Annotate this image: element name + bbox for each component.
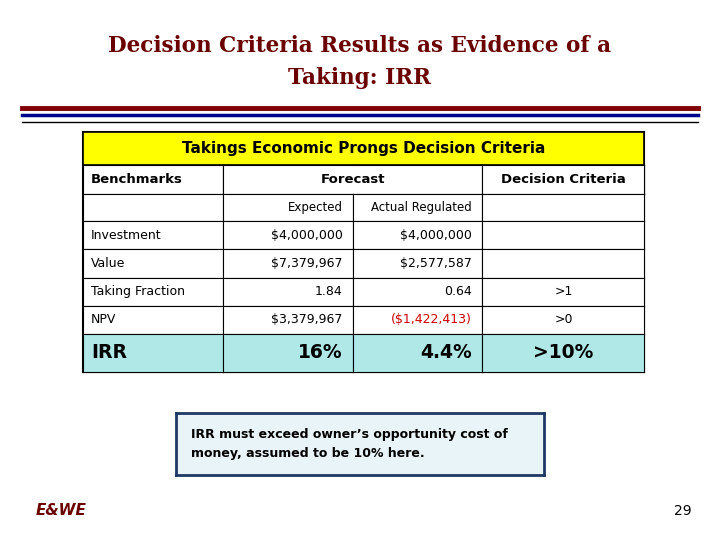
Text: Decision Criteria: Decision Criteria — [501, 173, 626, 186]
Text: >0: >0 — [554, 313, 572, 326]
Text: Benchmarks: Benchmarks — [91, 173, 183, 186]
Text: E&WE: E&WE — [36, 503, 87, 518]
Text: Takings Economic Prongs Decision Criteria: Takings Economic Prongs Decision Criteri… — [182, 141, 545, 156]
Text: 4.4%: 4.4% — [420, 343, 472, 362]
Text: $4,000,000: $4,000,000 — [271, 229, 343, 242]
Text: 0.64: 0.64 — [444, 285, 472, 298]
Text: Value: Value — [91, 257, 125, 270]
Text: IRR: IRR — [91, 343, 127, 362]
Text: Decision Criteria Results as Evidence of a: Decision Criteria Results as Evidence of… — [109, 35, 611, 57]
Text: Expected: Expected — [287, 201, 343, 214]
Text: 1.84: 1.84 — [315, 285, 343, 298]
Text: 29: 29 — [674, 504, 691, 518]
Text: 16%: 16% — [298, 343, 343, 362]
Text: $2,577,587: $2,577,587 — [400, 257, 472, 270]
Text: >1: >1 — [554, 285, 572, 298]
Text: Taking: IRR: Taking: IRR — [289, 68, 431, 89]
Text: $4,000,000: $4,000,000 — [400, 229, 472, 242]
Text: >10%: >10% — [534, 343, 593, 362]
Text: NPV: NPV — [91, 313, 117, 326]
Text: $3,379,967: $3,379,967 — [271, 313, 343, 326]
Text: Taking Fraction: Taking Fraction — [91, 285, 185, 298]
Text: Actual Regulated: Actual Regulated — [372, 201, 472, 214]
Text: Forecast: Forecast — [320, 173, 385, 186]
Text: IRR must exceed owner’s opportunity cost of
money, assumed to be 10% here.: IRR must exceed owner’s opportunity cost… — [191, 428, 508, 460]
Text: $7,379,967: $7,379,967 — [271, 257, 343, 270]
Text: ($1,422,413): ($1,422,413) — [391, 313, 472, 326]
Text: Investment: Investment — [91, 229, 162, 242]
